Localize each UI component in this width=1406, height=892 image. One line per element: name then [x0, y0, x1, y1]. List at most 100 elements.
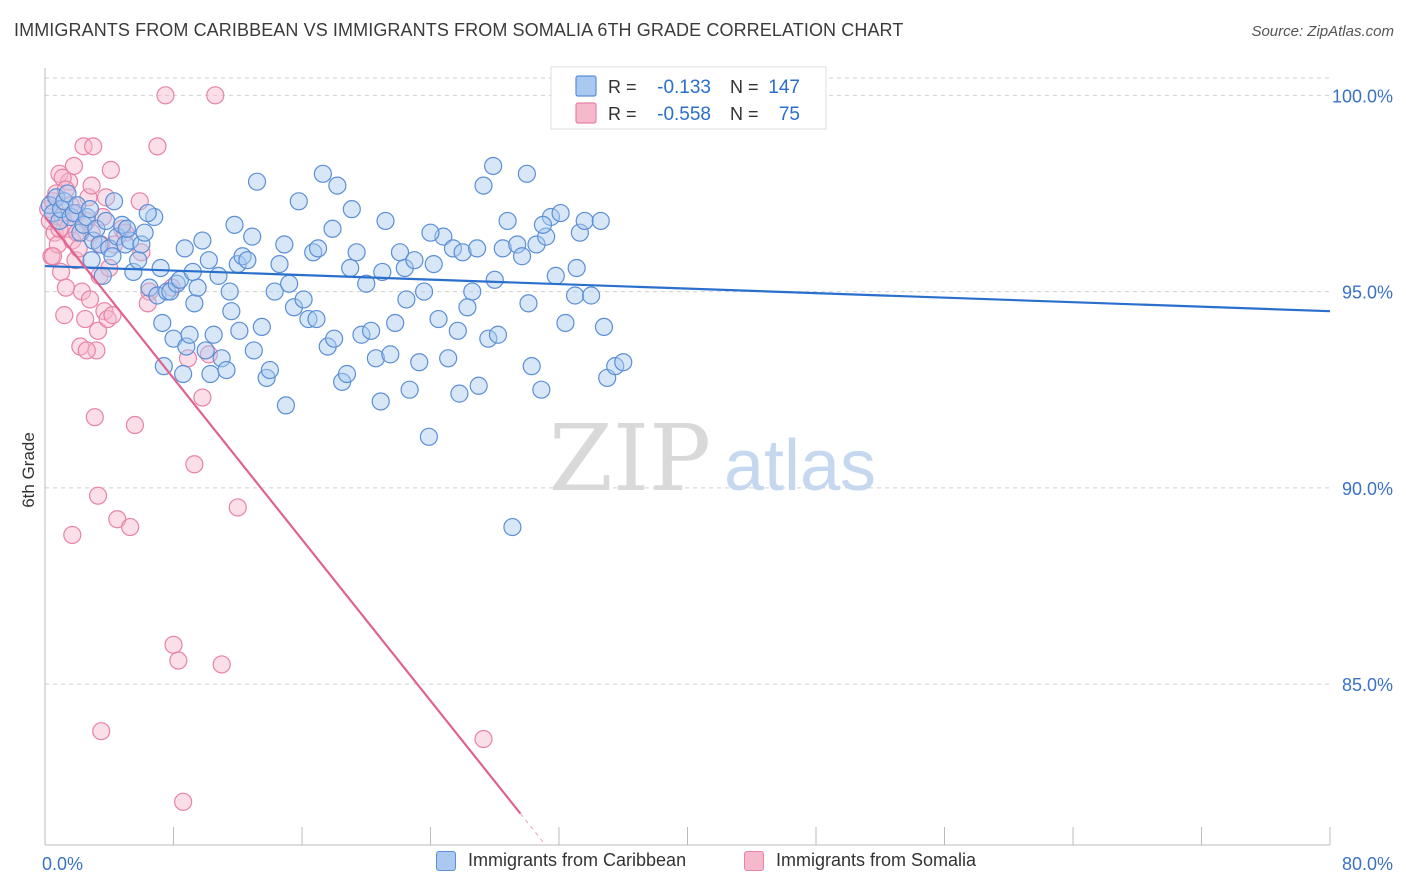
data-point-somalia: [77, 341, 96, 360]
data-point-caribbean: [450, 384, 469, 403]
y-tick-label: 90.0%: [1342, 479, 1393, 499]
data-point-somalia: [66, 251, 85, 270]
data-point-caribbean: [180, 325, 199, 344]
data-point-somalia: [156, 86, 175, 105]
y-tick-label: 85.0%: [1342, 675, 1393, 695]
data-point-caribbean: [82, 251, 101, 270]
data-point-caribbean: [289, 192, 308, 211]
data-point-caribbean: [386, 313, 405, 333]
legend-item-somalia: Immigrants from Somalia: [744, 850, 976, 871]
stats-swatch-caribbean: [575, 75, 597, 97]
stats-r-label-1: R =: [608, 77, 637, 97]
data-point-caribbean: [188, 278, 207, 297]
data-point-caribbean: [371, 392, 390, 411]
data-point-caribbean: [498, 211, 517, 231]
data-point-caribbean: [307, 309, 326, 329]
data-point-somalia: [474, 729, 493, 749]
data-point-caribbean: [570, 223, 589, 242]
data-point-caribbean: [532, 380, 551, 399]
legend-swatch-caribbean: [436, 850, 456, 871]
data-point-somalia: [88, 321, 108, 340]
data-point-caribbean: [488, 325, 508, 344]
data-point-caribbean: [103, 247, 122, 266]
data-point-caribbean: [479, 329, 498, 348]
data-point-caribbean: [400, 380, 419, 399]
data-point-caribbean: [397, 290, 416, 309]
stats-n-label-2: N =: [730, 104, 759, 124]
data-point-caribbean: [230, 321, 249, 340]
data-point-caribbean: [352, 325, 371, 344]
data-point-caribbean: [280, 274, 299, 293]
data-point-caribbean: [129, 251, 148, 270]
data-point-caribbean: [96, 211, 116, 231]
data-point-somalia: [56, 278, 75, 297]
data-point-somalia: [206, 86, 225, 105]
data-point-caribbean: [366, 349, 385, 368]
data-point-caribbean: [556, 313, 575, 333]
data-point-caribbean: [533, 215, 553, 234]
data-point-caribbean: [537, 227, 556, 246]
stats-legend: R = -0.133 N = 147 R = -0.558 N = 75: [550, 66, 827, 130]
data-point-caribbean: [519, 294, 538, 313]
data-point-caribbean: [493, 239, 512, 258]
data-point-caribbean: [58, 184, 77, 203]
data-point-caribbean: [247, 172, 267, 191]
watermark-zip: ZIP: [549, 405, 711, 512]
data-point-caribbean: [212, 349, 231, 368]
data-point-caribbean: [575, 211, 594, 231]
legend-swatch-somalia: [744, 850, 764, 871]
data-point-somalia: [101, 160, 120, 179]
data-point-caribbean: [439, 349, 458, 368]
data-point-caribbean: [448, 321, 467, 340]
data-point-caribbean: [469, 376, 488, 395]
data-point-caribbean: [121, 231, 140, 250]
data-point-somalia: [76, 309, 95, 329]
data-point-caribbean: [201, 364, 220, 384]
data-point-caribbean: [80, 200, 100, 219]
data-point-somalia: [212, 655, 231, 674]
watermark: ZIP atlas: [549, 405, 876, 512]
data-point-caribbean: [104, 192, 124, 211]
data-point-somalia: [121, 517, 140, 537]
trend-line-caribbean: [44, 264, 1331, 313]
data-point-caribbean: [117, 219, 137, 238]
data-point-caribbean: [421, 223, 440, 242]
data-point-caribbean: [341, 258, 360, 278]
data-point-caribbean: [405, 251, 424, 270]
data-point-caribbean: [222, 302, 241, 321]
data-point-caribbean: [429, 309, 448, 329]
data-point-somalia: [64, 156, 84, 176]
data-point-somalia: [193, 388, 212, 407]
data-point-somalia: [228, 498, 247, 517]
data-point-caribbean: [175, 239, 194, 258]
data-point-caribbean: [458, 298, 477, 317]
stats-swatch-somalia: [575, 102, 597, 124]
trend-extension-somalia: [520, 813, 546, 846]
data-point-caribbean: [443, 239, 463, 258]
data-point-caribbean: [328, 176, 347, 195]
data-point-caribbean: [225, 215, 244, 234]
data-point-somalia: [55, 306, 74, 325]
legend-label-somalia: Immigrants from Somalia: [776, 850, 977, 870]
y-axis-label: 6th Grade: [19, 432, 38, 508]
watermark-atlas: atlas: [724, 426, 876, 506]
data-point-caribbean: [474, 176, 493, 195]
data-point-somalia: [148, 137, 167, 156]
data-point-somalia: [88, 486, 108, 505]
data-point-somalia: [103, 306, 122, 325]
data-point-caribbean: [153, 313, 172, 333]
data-point-caribbean: [522, 357, 541, 376]
data-point-caribbean: [185, 294, 204, 313]
data-point-caribbean: [463, 282, 482, 301]
data-point-caribbean: [376, 211, 395, 231]
data-point-caribbean: [90, 235, 109, 254]
data-point-caribbean: [467, 239, 487, 258]
data-point-somalia: [164, 635, 183, 654]
trend-lines: [44, 216, 1331, 846]
data-point-caribbean: [565, 286, 585, 305]
data-point-caribbean: [209, 266, 228, 285]
data-point-caribbean: [594, 317, 614, 336]
stats-r-label-2: R =: [608, 104, 637, 124]
tick-labels: 100.0% 95.0% 90.0% 85.0% 0.0% 80.0%: [42, 86, 1393, 874]
